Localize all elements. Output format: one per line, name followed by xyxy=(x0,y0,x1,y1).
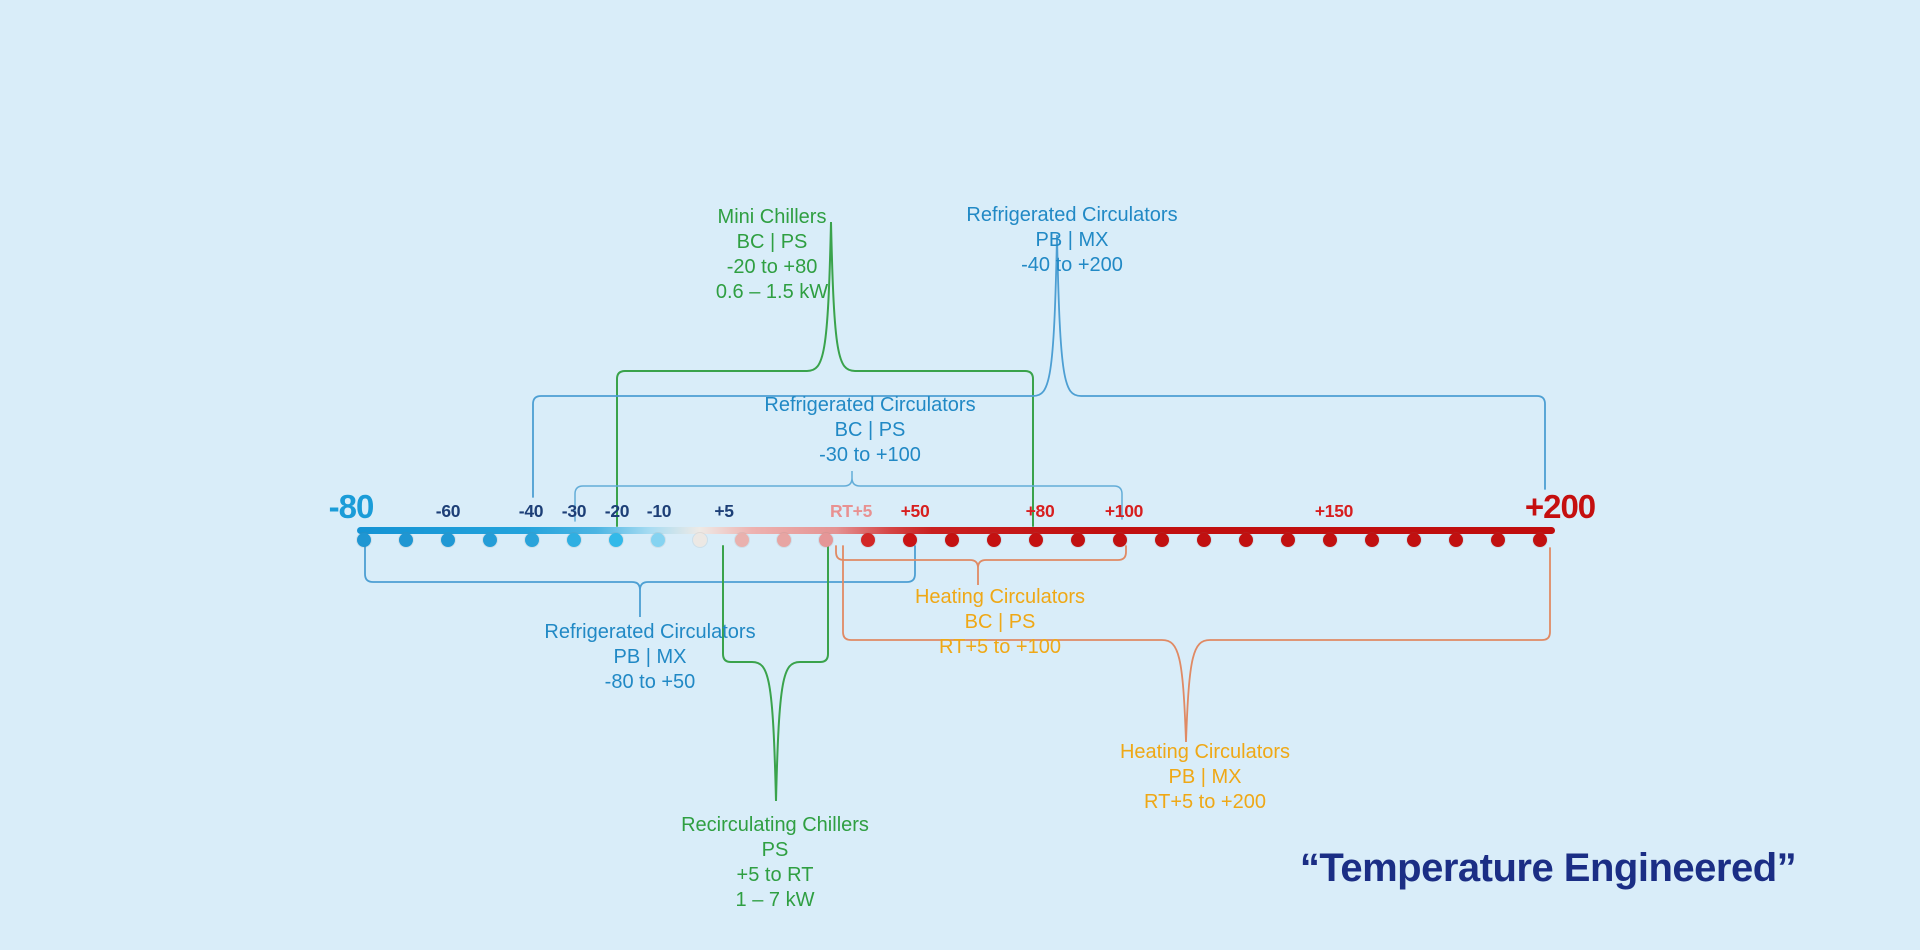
label-line: -30 to +100 xyxy=(819,444,921,466)
tick-label--60: -60 xyxy=(435,501,461,521)
tick-label--20: -20 xyxy=(604,501,630,521)
temperature-dot xyxy=(1029,533,1043,547)
temperature-dot xyxy=(735,533,749,547)
label-line: Refrigerated Circulators xyxy=(544,621,756,643)
label-line: Refrigerated Circulators xyxy=(966,204,1178,226)
label-line: PS xyxy=(761,839,789,861)
label-line: Refrigerated Circulators xyxy=(764,394,976,416)
label-line: RT+5 to +200 xyxy=(1144,791,1266,813)
label-line: BC | PS xyxy=(834,419,906,441)
temperature-dot xyxy=(525,533,539,547)
refrigerated-circulators-bcps-label: Refrigerated Circulators BC | PS -30 to +1… xyxy=(764,393,975,468)
tick-label--30: -30 xyxy=(561,501,587,521)
temperature-dot xyxy=(987,533,1001,547)
temperature-dot xyxy=(1407,533,1421,547)
label-line: BC | PS xyxy=(736,231,808,253)
temperature-dot xyxy=(609,533,623,547)
tagline-text: “Temperature Engineered” xyxy=(1299,846,1797,890)
label-line: Heating Circulators xyxy=(914,586,1086,608)
temperature-dot xyxy=(651,533,665,547)
temperature-dot xyxy=(693,533,707,547)
refrigerated-circulators-pbmx-label: Refrigerated Circulators PB | MX -40 to +2… xyxy=(966,203,1177,278)
heating-bcps-bracket xyxy=(835,545,1127,585)
label-line: Mini Chillers xyxy=(717,206,827,228)
temperature-dot xyxy=(1449,533,1463,547)
temperature-dot xyxy=(1533,533,1547,547)
temperature-dot xyxy=(1239,533,1253,547)
heating-pbmx-brace xyxy=(842,545,1551,743)
label-line: BC | PS xyxy=(964,611,1036,633)
refrigerated-circulators-pbmx-low-label: Refrigerated Circulators PB | MX -80 to +5… xyxy=(544,620,755,695)
label-line: 0.6 – 1.5 kW xyxy=(715,281,829,303)
label-line: PB | MX xyxy=(613,646,687,668)
tick-label-+150: +150 xyxy=(1314,501,1354,521)
tick-label--10: -10 xyxy=(646,501,672,521)
heating-circulators-bcps-label: Heating Circulators BC | PS RT+5 to +100 xyxy=(915,585,1085,660)
temperature-dot xyxy=(1071,533,1085,547)
temperature-dot xyxy=(1491,533,1505,547)
temperature-dot xyxy=(1155,533,1169,547)
tick-label-RT+5: RT+5 xyxy=(829,501,873,521)
tick-label-+5: +5 xyxy=(714,501,734,521)
tick-label-+200: +200 xyxy=(1524,488,1596,525)
temperature-dot xyxy=(1197,533,1211,547)
refrigerated-pbmx-low-bracket xyxy=(364,545,916,617)
temperature-dot xyxy=(483,533,497,547)
refrigerated-bcps-bracket xyxy=(574,471,1123,522)
label-line: +5 to RT xyxy=(736,864,814,886)
temperature-dot xyxy=(903,533,917,547)
tick-label--80: -80 xyxy=(328,488,375,525)
mini-chillers-label: Mini Chillers BC | PS -20 to +80 0.6 – 1.5 … xyxy=(716,205,828,305)
refrigerated-pbmx-brace xyxy=(532,234,1546,498)
label-line: 1 – 7 kW xyxy=(735,889,815,911)
recirculating-chillers-label: Recirculating Chillers PS +5 to RT 1 – 7 kW xyxy=(681,813,869,913)
tick-label-+50: +50 xyxy=(900,501,930,521)
temperature-dot xyxy=(1113,533,1127,547)
temperature-axis xyxy=(357,527,1555,534)
temperature-dot xyxy=(567,533,581,547)
temperature-dot xyxy=(777,533,791,547)
temperature-dot xyxy=(441,533,455,547)
label-line: -80 to +50 xyxy=(604,671,696,693)
recirculating-chillers-bracket xyxy=(722,545,829,802)
temperature-dot xyxy=(945,533,959,547)
tick-label--40: -40 xyxy=(518,501,544,521)
label-line: RT+5 to +100 xyxy=(939,636,1061,658)
mini-chillers-brace xyxy=(616,221,1034,527)
temperature-dot xyxy=(819,533,833,547)
temperature-dot xyxy=(1281,533,1295,547)
temperature-dot xyxy=(399,533,413,547)
heating-circulators-pbmx-label: Heating Circulators PB | MX RT+5 to +200 xyxy=(1120,740,1290,815)
tick-label-+80: +80 xyxy=(1025,501,1055,521)
tick-label-+100: +100 xyxy=(1104,501,1144,521)
temperature-dot xyxy=(1323,533,1337,547)
label-line: -40 to +200 xyxy=(1021,254,1123,276)
label-line: -20 to +80 xyxy=(726,256,818,278)
label-line: PB | MX xyxy=(1035,229,1109,251)
label-line: Heating Circulators xyxy=(1119,741,1291,763)
label-line: PB | MX xyxy=(1168,766,1242,788)
temperature-dot xyxy=(1365,533,1379,547)
temperature-dot xyxy=(861,533,875,547)
temperature-dot xyxy=(357,533,371,547)
label-line: Recirculating Chillers xyxy=(681,814,869,836)
